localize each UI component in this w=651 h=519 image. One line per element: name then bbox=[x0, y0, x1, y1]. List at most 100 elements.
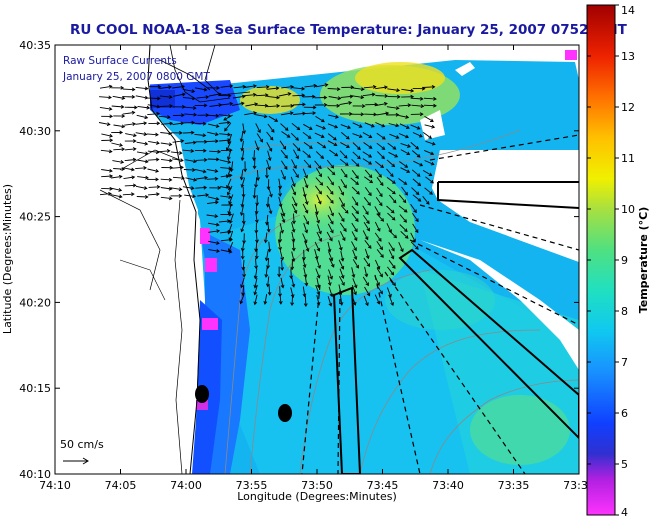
current-vector-head bbox=[357, 155, 361, 160]
current-vector bbox=[362, 214, 370, 224]
current-vector bbox=[170, 151, 182, 154]
current-vector bbox=[351, 231, 358, 241]
current-vector-head bbox=[416, 173, 421, 177]
current-vector bbox=[327, 223, 334, 233]
current-vector bbox=[327, 296, 332, 307]
current-vector-head bbox=[131, 95, 136, 99]
current-vector-head bbox=[132, 157, 137, 162]
current-vector bbox=[363, 257, 370, 267]
current-vector bbox=[172, 176, 185, 179]
current-vector bbox=[209, 150, 221, 153]
current-vector-head bbox=[360, 112, 365, 117]
current-vector-head bbox=[109, 168, 113, 173]
current-vector-head bbox=[239, 212, 244, 217]
current-vector bbox=[124, 159, 136, 162]
current-vector-head bbox=[316, 274, 321, 279]
x-tick-label: 74:00 bbox=[170, 479, 202, 492]
current-vector bbox=[160, 158, 172, 162]
current-vector-head bbox=[370, 123, 375, 128]
current-vector-head bbox=[178, 187, 183, 192]
current-vector bbox=[398, 133, 409, 138]
current-vector-head bbox=[304, 282, 309, 287]
current-vector bbox=[339, 295, 343, 306]
current-vector bbox=[352, 151, 361, 160]
current-vector-head bbox=[259, 138, 263, 143]
current-vector bbox=[376, 132, 386, 140]
current-vector-head bbox=[314, 255, 319, 260]
current-vector bbox=[386, 159, 395, 167]
current-vector-head bbox=[381, 146, 386, 150]
current-vector bbox=[398, 242, 404, 252]
current-vector bbox=[136, 151, 148, 155]
current-vector bbox=[280, 212, 285, 223]
current-vector-head bbox=[353, 237, 358, 242]
coastline bbox=[147, 45, 201, 474]
current-vector-head bbox=[415, 145, 420, 150]
current-vector bbox=[230, 161, 234, 172]
current-vector bbox=[339, 158, 349, 166]
current-vector bbox=[278, 93, 291, 97]
current-vector bbox=[137, 159, 148, 163]
current-vector-head bbox=[311, 94, 316, 99]
current-vector-head bbox=[203, 87, 208, 92]
current-vector bbox=[281, 259, 283, 271]
current-vector bbox=[350, 177, 359, 185]
current-vector-head bbox=[121, 96, 126, 100]
current-vector-head bbox=[254, 184, 258, 189]
current-vector-head bbox=[317, 165, 322, 170]
current-vector-head bbox=[239, 138, 244, 143]
current-vector-head bbox=[343, 174, 348, 178]
current-vector-head bbox=[132, 147, 137, 151]
current-vector-head bbox=[390, 255, 395, 260]
current-vector-head bbox=[410, 94, 415, 99]
current-vector-head bbox=[241, 94, 246, 99]
current-vector-head bbox=[381, 123, 386, 128]
current-vector-head bbox=[358, 134, 363, 139]
current-vector-head bbox=[405, 115, 410, 119]
current-vector-head bbox=[354, 228, 358, 233]
current-vector-head bbox=[368, 174, 373, 179]
current-vector-head bbox=[346, 144, 350, 148]
current-vector-head bbox=[290, 104, 295, 108]
current-vector bbox=[279, 223, 284, 234]
current-vector-head bbox=[335, 114, 339, 119]
current-vector bbox=[303, 112, 316, 115]
current-vector bbox=[316, 141, 326, 149]
current-vector-head bbox=[131, 175, 136, 180]
current-vector-head bbox=[431, 124, 436, 129]
y-tick-label: 40:20 bbox=[19, 296, 51, 309]
dredge-areas bbox=[332, 181, 579, 474]
current-vector bbox=[351, 87, 364, 90]
current-vector bbox=[98, 122, 110, 126]
current-vector bbox=[315, 151, 324, 159]
current-vector bbox=[206, 168, 218, 172]
current-vector bbox=[196, 96, 209, 99]
current-vector bbox=[316, 258, 321, 269]
current-vector bbox=[182, 88, 195, 93]
current-vector-head bbox=[396, 94, 401, 99]
current-vector-head bbox=[379, 246, 383, 251]
current-vector bbox=[412, 178, 421, 186]
current-vector bbox=[422, 170, 432, 176]
current-vector-head bbox=[121, 124, 126, 129]
current-vector bbox=[291, 196, 298, 206]
current-vector-head bbox=[243, 168, 248, 173]
current-vector bbox=[388, 242, 395, 252]
current-vector bbox=[376, 151, 385, 159]
current-vector-head bbox=[328, 302, 333, 307]
colorbar-tick-label: 6 bbox=[621, 407, 628, 420]
current-vector-head bbox=[355, 218, 359, 222]
current-vector-head bbox=[192, 96, 196, 101]
current-vector-head bbox=[280, 267, 285, 271]
current-vector-head bbox=[240, 157, 245, 162]
current-vector bbox=[401, 88, 414, 92]
current-vector bbox=[280, 123, 289, 131]
current-vector-head bbox=[267, 157, 272, 162]
current-vector-head bbox=[227, 159, 232, 164]
current-vector bbox=[339, 231, 346, 241]
current-vector-head bbox=[406, 169, 411, 173]
current-vector bbox=[293, 213, 295, 224]
current-vector bbox=[147, 168, 159, 172]
current-vector bbox=[376, 249, 384, 258]
current-vector-head bbox=[395, 106, 400, 110]
